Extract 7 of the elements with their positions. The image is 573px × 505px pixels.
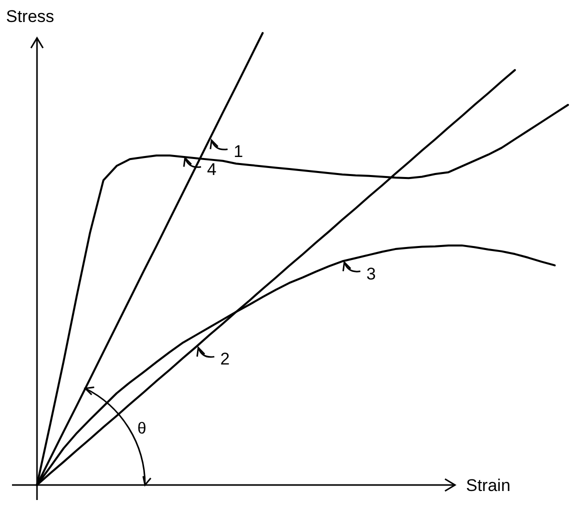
annotation: 1	[234, 142, 244, 162]
y-axis-title: Stress	[6, 7, 54, 26]
annotation: 4	[207, 160, 216, 179]
annotation: 2	[220, 350, 230, 369]
annotation: θ	[137, 420, 146, 438]
x-axis-title: Strain	[466, 476, 510, 495]
annotation: 3	[366, 264, 376, 284]
